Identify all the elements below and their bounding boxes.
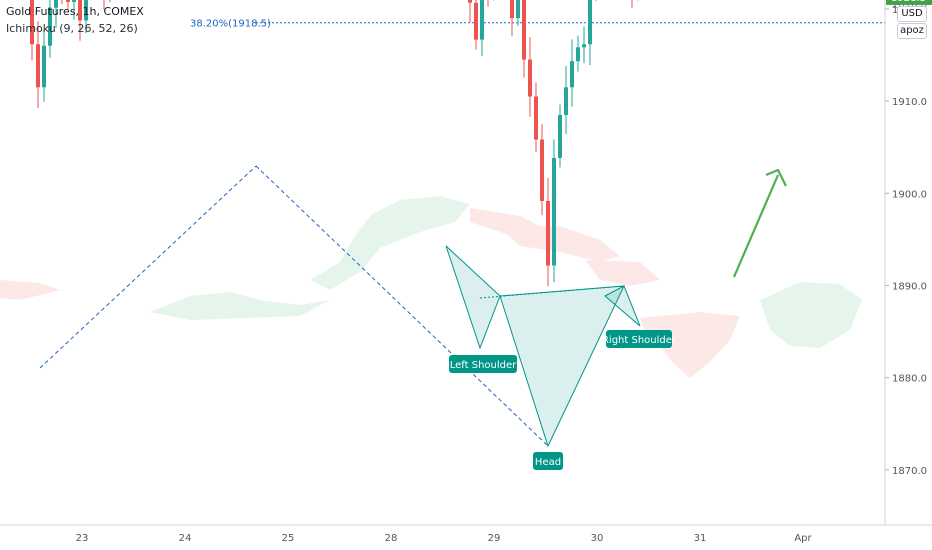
time-axis: 23 24 25 28 29 30 31 Apr [0,524,932,544]
candle-body [54,0,58,8]
right-shoulder-shape [604,285,641,327]
left-shoulder-shape [445,245,501,350]
cloud-area [0,280,60,300]
time-tick-label: 24 [179,533,192,544]
candle-body [468,0,472,3]
candle-body [540,139,544,201]
time-tick-label: 25 [282,533,295,544]
fib-trend-line [255,165,549,447]
candle-body [546,200,550,266]
time-tick-label: 28 [385,533,398,544]
price-tick-label: 1890.0 [892,282,927,293]
cloud-area [585,260,660,286]
candle-body [72,0,76,2]
fib-label: 38.20%(1918.5) [190,19,271,30]
cloud-area [150,292,330,320]
price-tick-label: 1900.0 [892,189,927,200]
candles [30,0,639,287]
time-tick-label: Apr [794,533,812,544]
symbol-title: Gold Futures, 1h, COMEX [6,5,144,18]
price-tick-label: 1870.0 [892,466,927,477]
candle-body [552,157,556,266]
candle-body [66,0,70,2]
cloud-area [500,226,620,262]
pattern-label: Left Shoulder [450,360,517,371]
annotations: 1st resistancePivot1st Support1.272(1962… [190,19,787,470]
candle-body [570,61,574,88]
ichimoku-cloud [0,196,862,378]
candle-body [516,0,520,19]
scale-mode-button[interactable]: apoz [897,23,927,39]
time-tick-label: 31 [694,533,707,544]
time-tick-label: 23 [76,533,89,544]
projection-arrow-shaft [732,174,780,278]
candle-body [42,45,46,88]
price-tick-label: 1880.0 [892,374,927,385]
cloud-area [760,282,862,348]
time-tick-label: 29 [488,533,501,544]
candle-body [576,47,580,62]
candle-body [48,7,52,46]
price-tick-label: 2010.0 [892,0,927,11]
pattern-label-bg [533,452,563,470]
head-and-shoulders-pattern [445,245,641,448]
pattern-label: Head [535,457,561,468]
level-tag: 1921.3 [891,0,926,4]
candle-body [564,87,568,115]
time-tick-label: 30 [591,533,604,544]
candle-body [510,0,514,19]
candle-body [480,0,484,40]
candle-body [522,0,526,60]
projection-arrow-head [765,168,787,187]
price-tick-label: 1910.0 [892,97,927,108]
pattern-label-bg [449,355,517,373]
candle-body [528,59,532,97]
pattern-label: Right Shoulder [602,335,677,346]
candle-body [474,2,478,40]
pattern-label-bg [606,330,672,348]
fibonacci-lines [39,22,885,447]
candle-body [36,44,40,88]
candle-body [582,44,586,48]
level-tag-bg [886,0,932,5]
candle-body [78,0,82,21]
candle-body [30,0,34,45]
neckline [479,285,625,299]
cloud-area [310,196,470,290]
currency-button[interactable]: USD [897,6,927,22]
fib-trend-line [39,165,257,369]
cloud-area [640,312,740,378]
indicator-legend[interactable]: Ichimoku (9, 26, 52, 26) [6,22,138,35]
candle-body [84,0,88,21]
head-shape [499,285,625,448]
candle-body [588,0,592,45]
candle-body [534,96,538,140]
candle-body [558,114,562,158]
